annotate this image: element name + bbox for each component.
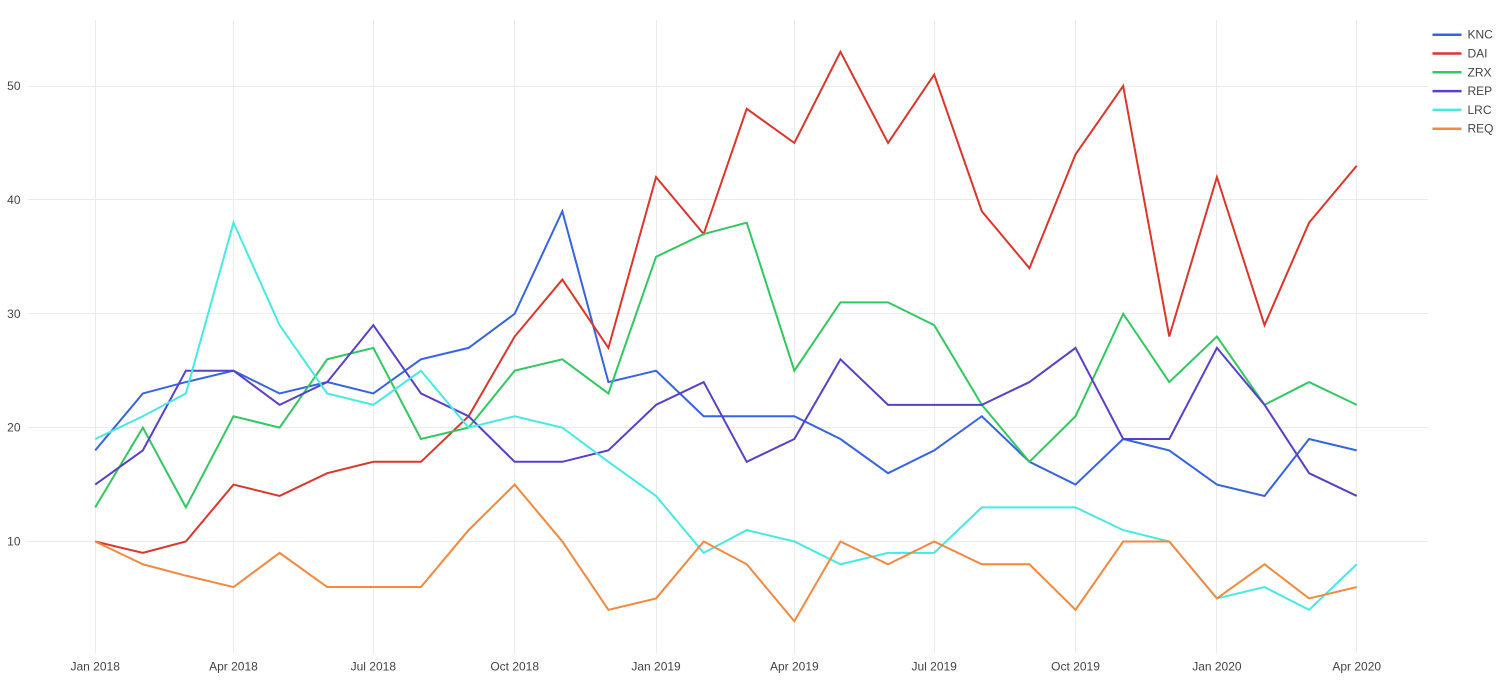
svg-text:DAI: DAI xyxy=(1468,47,1488,61)
svg-text:REQ: REQ xyxy=(1468,122,1494,136)
svg-text:Jan 2020: Jan 2020 xyxy=(1192,660,1242,674)
svg-text:REP: REP xyxy=(1468,84,1493,98)
svg-text:30: 30 xyxy=(7,307,21,321)
svg-text:Jan 2019: Jan 2019 xyxy=(631,660,681,674)
svg-text:Jul 2018: Jul 2018 xyxy=(351,660,397,674)
svg-text:ZRX: ZRX xyxy=(1468,65,1492,79)
svg-text:Jul 2019: Jul 2019 xyxy=(911,660,957,674)
svg-text:KNC: KNC xyxy=(1468,28,1494,42)
svg-text:50: 50 xyxy=(7,79,21,93)
svg-text:Jan 2018: Jan 2018 xyxy=(71,660,121,674)
svg-text:LRC: LRC xyxy=(1468,103,1492,117)
svg-text:40: 40 xyxy=(7,193,21,207)
svg-text:Apr 2020: Apr 2020 xyxy=(1332,660,1381,674)
svg-text:Oct 2018: Oct 2018 xyxy=(490,660,539,674)
svg-text:Apr 2018: Apr 2018 xyxy=(209,660,258,674)
svg-text:Oct 2019: Oct 2019 xyxy=(1051,660,1100,674)
svg-text:20: 20 xyxy=(7,421,21,435)
svg-text:10: 10 xyxy=(7,535,21,549)
svg-text:Apr 2019: Apr 2019 xyxy=(770,660,819,674)
